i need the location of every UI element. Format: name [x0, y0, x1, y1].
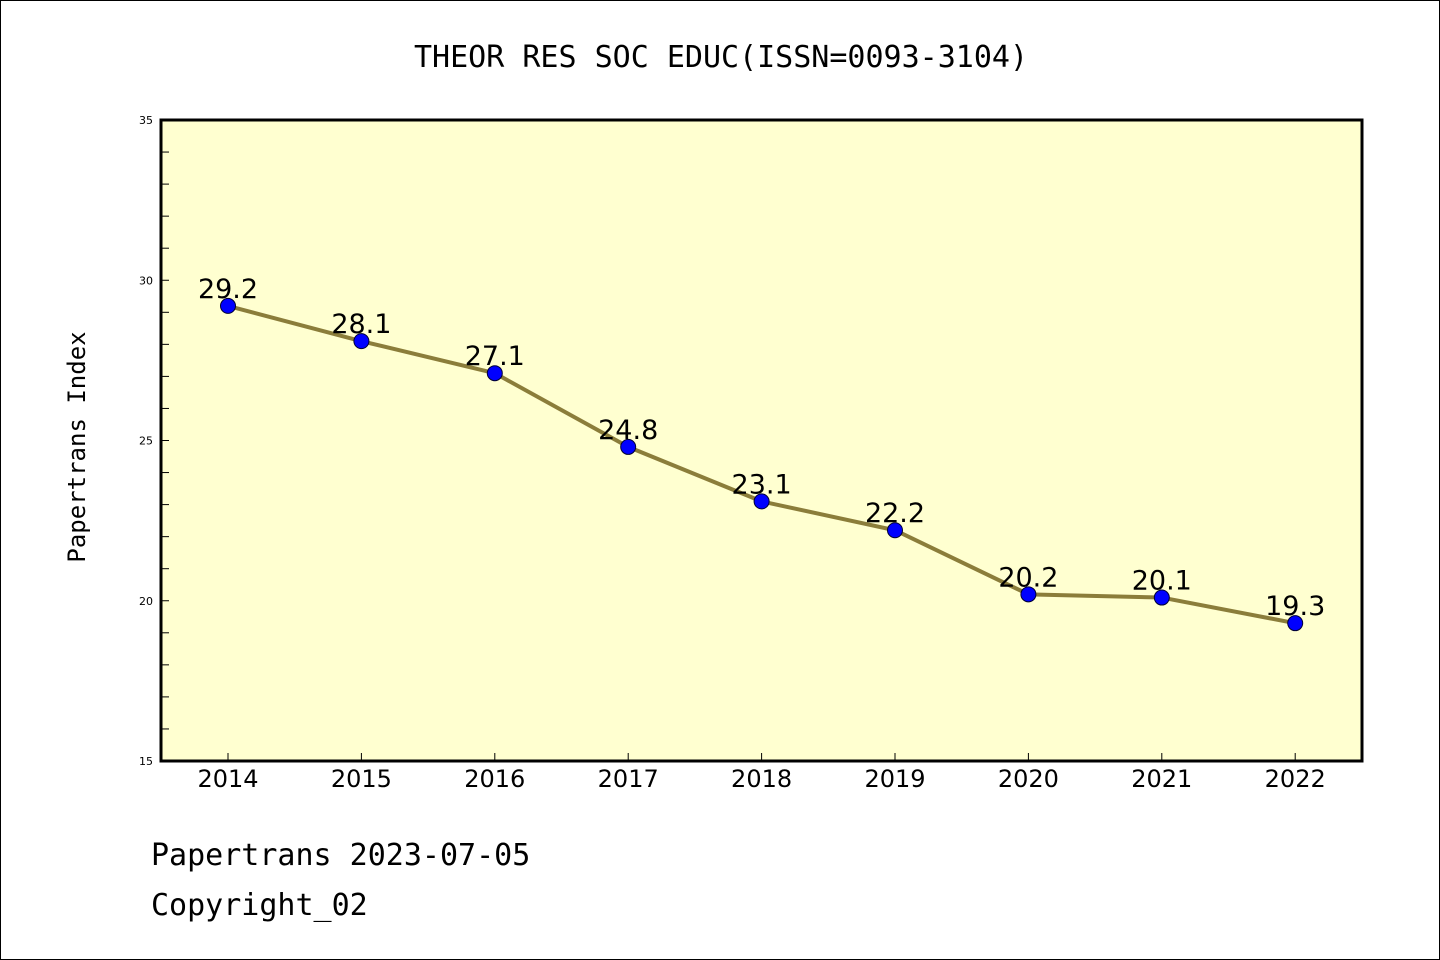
data-label: 20.1: [1132, 566, 1192, 597]
y-tick-label: 25: [139, 435, 153, 448]
data-label: 29.2: [198, 274, 258, 305]
y-axis-label: Papertrans Index: [63, 331, 91, 562]
x-axis-ticks: 2014 2015 2016 2017 2018 2019 2020 2021 2022: [197, 753, 1326, 793]
x-tick-label: 2022: [1265, 765, 1326, 793]
data-point: [353, 333, 370, 350]
data-point: [620, 438, 637, 455]
data-label: 20.2: [998, 562, 1058, 593]
footer-copyright: Copyright_02: [151, 888, 368, 923]
plot-area: [159, 118, 1364, 763]
data-label: 23.1: [732, 469, 792, 500]
y-tick-label: 35: [139, 114, 153, 127]
data-point: [1287, 615, 1304, 632]
y-tick-label: 20: [139, 595, 153, 608]
data-point: [486, 365, 503, 382]
data-point: [887, 522, 903, 539]
data-label: 22.2: [865, 498, 925, 529]
footer-date: Papertrans 2023-07-05: [151, 838, 530, 873]
data-point: [753, 493, 770, 510]
x-tick-label: 2015: [331, 765, 392, 793]
data-point: [220, 297, 236, 314]
y-tick-label: 15: [139, 755, 153, 768]
y-tick-label: 30: [139, 274, 153, 287]
x-tick-label: 2017: [598, 765, 659, 793]
y-axis-ticks: 15 20 25 30 35: [139, 114, 169, 768]
series-group: 29.2 28.1 27.1 24.8 23.1 22.2 20.2 20.1 19.3: [198, 274, 1325, 632]
x-tick-label: 2019: [864, 765, 925, 793]
data-label: 24.8: [598, 415, 658, 446]
chart-title: THEOR RES SOC EDUC(ISSN=0093-3104): [414, 40, 1028, 75]
x-tick-label: 2014: [197, 765, 258, 793]
x-tick-label: 2018: [731, 765, 792, 793]
x-tick-label: 2016: [464, 765, 525, 793]
data-point: [1020, 586, 1037, 603]
data-label: 27.1: [465, 341, 525, 372]
data-label: 28.1: [331, 309, 391, 340]
data-point: [1153, 589, 1170, 606]
x-tick-label: 2020: [998, 765, 1059, 793]
x-tick-label: 2021: [1131, 765, 1192, 793]
data-label: 19.3: [1265, 591, 1325, 622]
